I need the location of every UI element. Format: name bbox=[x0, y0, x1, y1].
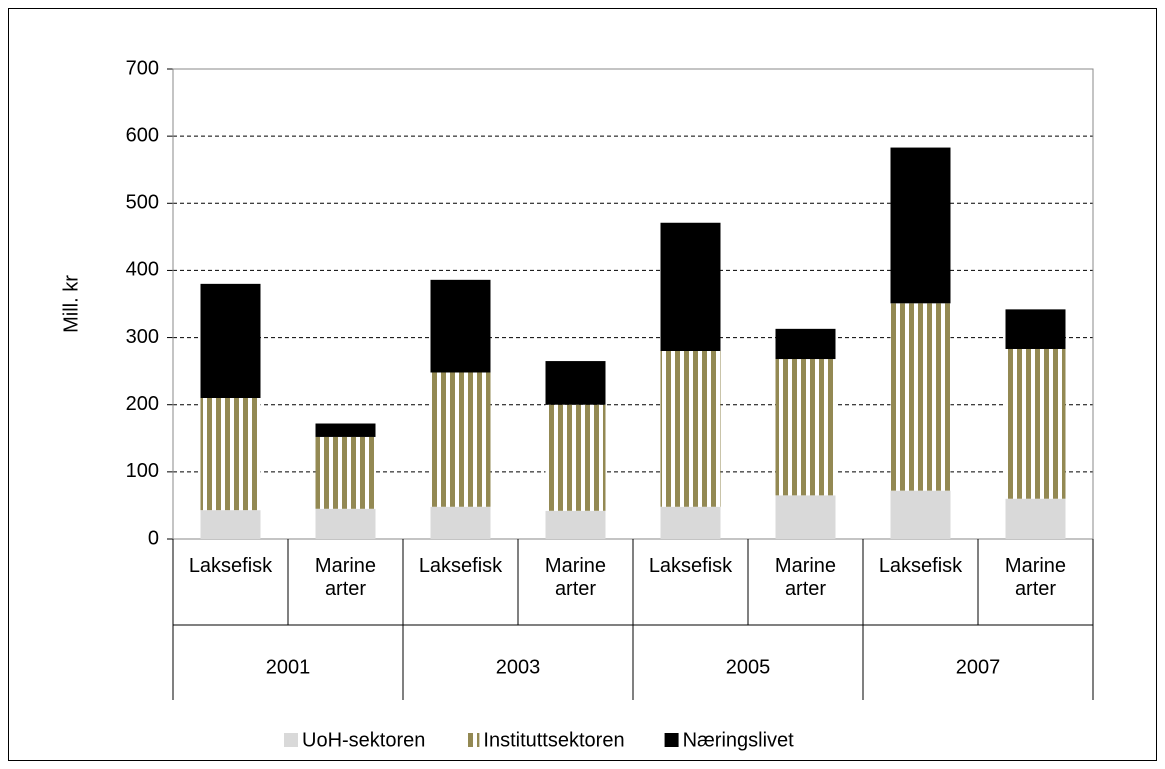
bar-segment bbox=[890, 147, 951, 304]
bar-segment bbox=[890, 490, 951, 539]
legend-label: UoH-sektoren bbox=[302, 729, 425, 751]
bar-segment bbox=[200, 510, 261, 539]
category-text: Laksefisk bbox=[188, 555, 273, 577]
category-text: Laksefisk bbox=[418, 555, 503, 577]
bar-segment bbox=[430, 279, 491, 373]
x-tick-label: Laksefisk bbox=[403, 555, 518, 578]
group-label: 2001 bbox=[266, 656, 311, 678]
legend-swatch bbox=[465, 733, 480, 747]
legend-swatch bbox=[284, 733, 298, 747]
bar-segment bbox=[315, 423, 376, 437]
y-tick-label: 500 bbox=[126, 192, 159, 214]
category-text: Marine arter bbox=[544, 555, 607, 600]
bar-segment bbox=[430, 372, 491, 507]
y-tick-label: 700 bbox=[126, 57, 159, 79]
y-tick-label: 200 bbox=[126, 393, 159, 415]
group-label: 2005 bbox=[726, 656, 771, 678]
bar-segment bbox=[200, 283, 261, 398]
category-text: Laksefisk bbox=[878, 555, 963, 577]
bar-segment bbox=[545, 404, 606, 511]
bar-segment bbox=[315, 508, 376, 539]
category-text: Marine arter bbox=[1004, 555, 1067, 600]
bar-segment bbox=[200, 398, 261, 511]
bar-segment bbox=[660, 506, 721, 539]
x-tick-label: Laksefisk bbox=[863, 555, 978, 578]
legend-swatch bbox=[664, 733, 679, 747]
category-text: Marine arter bbox=[314, 555, 377, 600]
category-text: Laksefisk bbox=[648, 555, 733, 577]
bar-segment bbox=[660, 222, 721, 351]
y-tick-label: 600 bbox=[126, 124, 159, 146]
y-tick-label: 300 bbox=[126, 326, 159, 348]
bar-segment bbox=[775, 359, 836, 496]
bar-segment bbox=[890, 303, 951, 491]
bar-segment bbox=[545, 510, 606, 539]
bar-segment bbox=[545, 361, 606, 405]
bar-segment bbox=[660, 351, 721, 507]
group-label: 2003 bbox=[496, 656, 541, 678]
x-tick-label: Laksefisk bbox=[633, 555, 748, 578]
x-tick-label: Marine arter bbox=[288, 555, 403, 601]
x-tick-label: Marine arter bbox=[518, 555, 633, 601]
bar-segment bbox=[1005, 498, 1066, 539]
y-axis-label: Mill. kr bbox=[60, 275, 82, 333]
group-label: 2007 bbox=[956, 656, 1001, 678]
bar-segment bbox=[430, 506, 491, 539]
y-tick-label: 100 bbox=[126, 460, 159, 482]
y-tick-label: 0 bbox=[148, 527, 159, 549]
bar-segment bbox=[1005, 309, 1066, 349]
legend-label: Næringslivet bbox=[683, 729, 795, 751]
bar-segment bbox=[775, 328, 836, 360]
y-tick-label: 400 bbox=[126, 259, 159, 281]
x-tick-label: Marine arter bbox=[978, 555, 1093, 601]
bar-segment bbox=[315, 436, 376, 509]
bar-segment bbox=[1005, 348, 1066, 499]
category-text: Marine arter bbox=[774, 555, 837, 600]
legend-label: Instituttsektoren bbox=[483, 729, 624, 751]
x-tick-label: Marine arter bbox=[748, 555, 863, 601]
bar-segment bbox=[775, 495, 836, 539]
x-tick-label: Laksefisk bbox=[173, 555, 288, 578]
